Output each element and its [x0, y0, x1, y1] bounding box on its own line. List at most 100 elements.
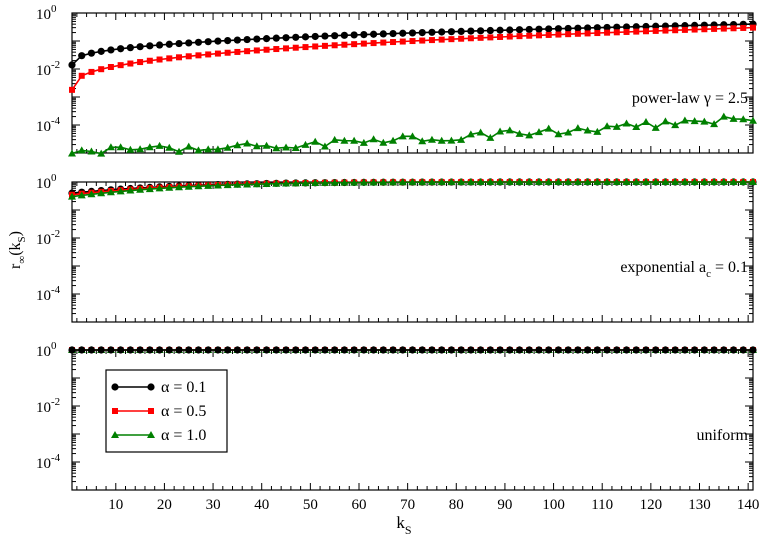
data-point — [369, 30, 378, 38]
series-2 — [69, 24, 756, 93]
data-point — [175, 39, 183, 48]
data-point — [379, 346, 387, 354]
data-point — [534, 178, 543, 186]
data-point — [486, 346, 494, 354]
data-point — [447, 178, 456, 186]
x-tick-label: 110 — [591, 497, 613, 513]
data-point — [651, 123, 660, 131]
data-point — [613, 23, 621, 31]
data-point — [477, 346, 485, 354]
data-point — [195, 52, 202, 59]
data-point — [739, 346, 747, 354]
data-point — [340, 178, 349, 186]
data-point — [486, 26, 494, 35]
data-point — [672, 27, 679, 34]
data-point — [213, 181, 222, 189]
data-point — [204, 38, 212, 46]
data-point — [612, 122, 621, 130]
data-point — [418, 29, 426, 37]
data-point — [516, 33, 523, 40]
data-point — [447, 136, 456, 144]
data-point — [272, 179, 281, 187]
data-point — [194, 346, 203, 354]
data-point — [496, 127, 505, 135]
legend: α = 0.1 α = 0.5 α = 1.0 — [105, 369, 228, 453]
data-point — [691, 26, 698, 33]
data-point — [438, 346, 446, 354]
data-point — [291, 179, 300, 187]
data-point — [603, 23, 611, 32]
data-point — [487, 34, 494, 41]
data-point — [311, 179, 320, 187]
data-point — [233, 180, 242, 188]
data-point — [87, 147, 96, 155]
data-point — [555, 31, 562, 38]
data-point — [545, 346, 553, 354]
data-point — [515, 178, 524, 186]
data-point — [321, 42, 328, 49]
data-point — [87, 49, 96, 57]
data-point — [233, 141, 242, 149]
data-point — [632, 123, 641, 131]
data-point — [427, 135, 436, 143]
data-point — [272, 144, 281, 152]
data-point — [68, 346, 76, 354]
data-point — [506, 346, 514, 354]
data-point — [185, 346, 193, 354]
data-point — [379, 178, 388, 186]
data-point — [574, 30, 581, 37]
data-point — [330, 135, 339, 143]
x-tick-label: 10 — [108, 497, 123, 513]
series-line — [71, 26, 754, 91]
data-point — [700, 346, 708, 354]
data-point — [525, 131, 534, 139]
x-tick-label: 60 — [351, 497, 366, 513]
data-point — [272, 34, 280, 42]
legend-entry: α = 0.1 — [111, 379, 206, 396]
data-point — [145, 185, 154, 193]
data-point — [505, 126, 514, 134]
y-tick-label: 10-4 — [36, 115, 61, 135]
panel-3: 100 10-2 10-4 uniform 10 20 30 40 50 60 70 80 90 100 1… — [36, 340, 759, 513]
x-tick-label: 30 — [206, 497, 221, 513]
data-point — [68, 149, 76, 157]
data-point — [292, 33, 300, 41]
data-point — [497, 33, 504, 40]
data-point — [282, 346, 290, 354]
data-point — [447, 28, 456, 36]
y-tick-label: 10-4 — [36, 452, 61, 472]
data-point — [564, 346, 572, 354]
data-point — [243, 346, 251, 354]
data-point — [292, 44, 299, 51]
data-point — [291, 143, 300, 151]
panel-annotation: uniform — [696, 427, 748, 444]
data-point — [719, 112, 728, 120]
y-tick-label: 10-2 — [36, 228, 60, 248]
data-point — [117, 45, 125, 53]
data-point — [175, 183, 184, 191]
data-point — [69, 86, 75, 93]
y-axis-label: r∞(kS) — [7, 231, 28, 269]
data-point — [652, 346, 660, 354]
data-point — [369, 346, 378, 354]
x-tick-label: 70 — [400, 497, 415, 513]
data-point — [691, 346, 699, 354]
data-point — [408, 346, 417, 354]
data-point — [681, 26, 688, 33]
data-point — [515, 346, 524, 354]
data-point — [573, 178, 582, 186]
data-point — [253, 47, 260, 54]
y-tick-label: 10-2 — [36, 396, 60, 416]
data-point — [98, 66, 105, 73]
data-point — [389, 178, 398, 186]
x-tick-label: 130 — [688, 497, 711, 513]
data-point — [651, 178, 660, 186]
data-point — [312, 43, 319, 50]
data-point — [165, 183, 174, 191]
data-point — [544, 178, 553, 186]
data-point — [700, 178, 709, 185]
legend-marker — [111, 431, 119, 438]
data-point — [126, 44, 134, 52]
y-tick-label: 100 — [36, 172, 57, 192]
data-point — [321, 32, 329, 40]
